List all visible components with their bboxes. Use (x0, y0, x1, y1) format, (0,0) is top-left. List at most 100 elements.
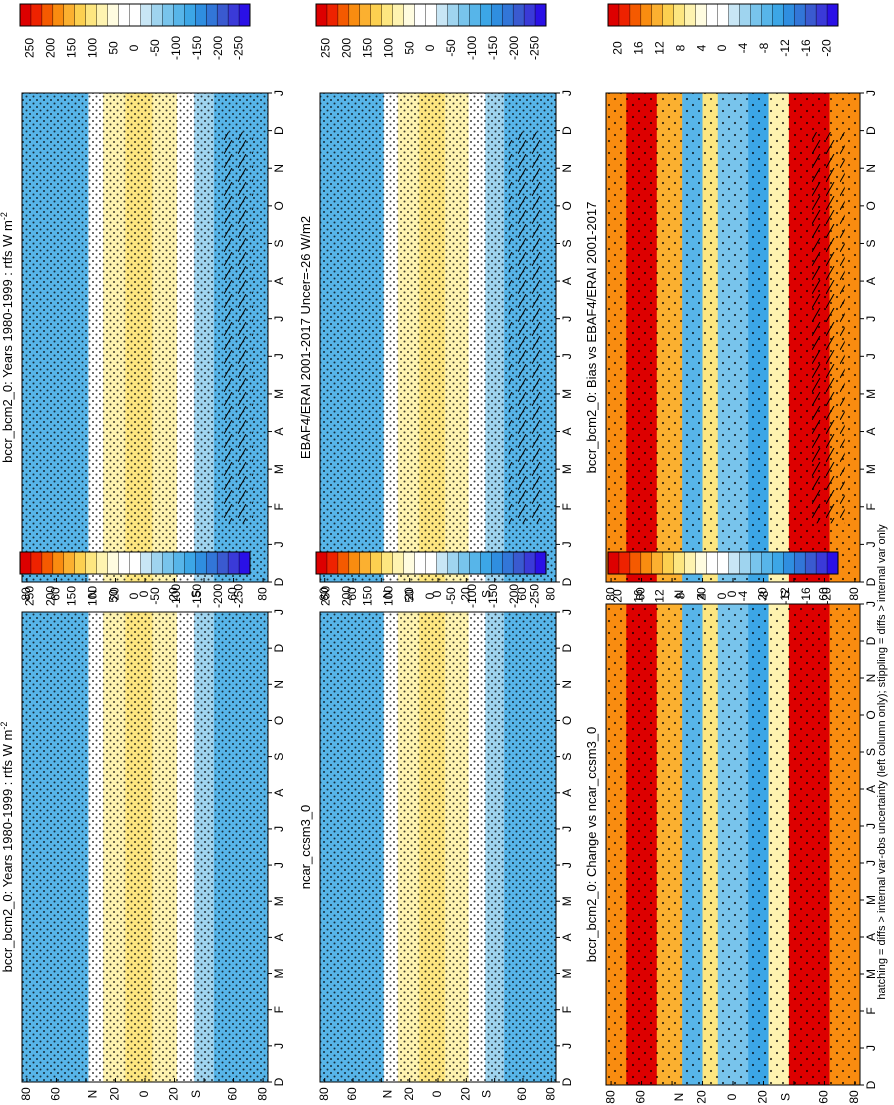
lat-tick-label: 0 (725, 1093, 739, 1100)
lat-tick-label: 80 (603, 587, 617, 601)
colorbar-swatch (195, 3, 207, 27)
colorbar-swatch (140, 551, 152, 575)
colorbar-swatch (151, 551, 163, 575)
colorbar-swatch (96, 3, 109, 27)
lat-tick-label: 20 (695, 1090, 709, 1104)
colorbar-label: 250 (23, 38, 37, 58)
colorbar-label: -16 (799, 39, 813, 57)
colorbar-label: 0 (423, 592, 437, 599)
month-tick-label: F (272, 1006, 286, 1013)
lat-tick-label: 60 (49, 587, 63, 601)
colorbar-swatch (52, 3, 65, 27)
lat-tick-label: 0 (430, 1090, 444, 1097)
colorbar-swatch (618, 551, 631, 575)
colorbar-label: 20 (611, 589, 625, 603)
colorbar-swatch (761, 3, 773, 27)
colorbar-label: -4 (736, 42, 750, 53)
colorbar-swatch (129, 3, 141, 27)
colorbar-swatch (41, 551, 54, 575)
month-tick-label: D (272, 1077, 286, 1086)
colorbar-label: -250 (232, 584, 246, 608)
colorbar-swatch (629, 3, 642, 27)
panel-left-middle: D J F M A M J J A S O N D J 80 60 20 0 20 60 80 N S EBAF4/ERAI … (298, 90, 574, 601)
colorbar-swatch (348, 551, 361, 575)
colorbar-label: -200 (507, 36, 521, 60)
colorbar-mid-middle: 250 200 150 100 50 0 -50 -100 -150 -200 -250 (315, 551, 547, 608)
colorbar-swatch (695, 551, 708, 575)
colorbar-swatch (826, 3, 839, 27)
lat-tick-label: 80 (19, 1087, 33, 1101)
colorbar-swatch (425, 3, 437, 27)
lat-tick-label: 80 (255, 1087, 269, 1101)
colorbar-swatch (205, 551, 218, 575)
colorbar-swatch (772, 551, 784, 575)
colorbar-swatch (739, 551, 751, 575)
panel-right-bottom: D J F M A M J J A S O N D J 80 60 20 0 20 60 80 N Sbccr_bcm2_0… (584, 601, 878, 1104)
colorbar-swatch (728, 3, 740, 27)
lat-tick-label: 60 (49, 1087, 63, 1101)
colorbar-label: 0 (423, 44, 437, 51)
colorbar-swatch (30, 551, 43, 575)
colorbar-label: 100 (85, 38, 99, 58)
month-tick-label: O (560, 201, 574, 210)
colorbar-swatch (458, 551, 470, 575)
colorbar-swatch (85, 551, 98, 575)
month-tick-label: A (272, 277, 286, 285)
colorbar-swatch (512, 3, 525, 27)
colorbar-swatch (491, 3, 503, 27)
colorbar-swatch (162, 551, 174, 575)
month-tick-label: M (272, 969, 286, 979)
colorbar-swatch (370, 3, 383, 27)
colorbar-label: 200 (340, 38, 354, 58)
lat-tick-label: 20 (167, 587, 181, 601)
colorbar-label: 200 (340, 586, 354, 606)
colorbar-label: 150 (64, 586, 78, 606)
colorbar-swatch (85, 3, 98, 27)
colorbar-swatch (162, 3, 174, 27)
colorbar-swatch (469, 551, 481, 575)
lat-hemisphere-south: S (480, 590, 494, 598)
month-tick-label: A (864, 933, 878, 941)
colorbar-label: 0 (715, 592, 729, 599)
month-tick-label: D (272, 643, 286, 652)
month-tick-label: J (560, 541, 574, 547)
colorbar-label: -8 (757, 590, 771, 601)
colorbar-swatch (523, 551, 536, 575)
colorbar-swatch (74, 3, 87, 27)
colorbar-swatch (826, 551, 839, 575)
colorbar-label: -12 (778, 587, 792, 605)
month-tick-label: J (272, 353, 286, 359)
lat-hemisphere-south: S (779, 1093, 793, 1101)
colorbar-label: -16 (799, 587, 813, 605)
month-tick-label: J (272, 609, 286, 615)
colorbar-label: 8 (673, 592, 687, 599)
colorbar-swatch (370, 551, 383, 575)
colorbar-swatch (607, 551, 620, 575)
month-tick-label: J (560, 1043, 574, 1049)
colorbar-swatch (227, 3, 240, 27)
colorbar-swatch (673, 3, 686, 27)
colorbar-label: 50 (402, 41, 416, 55)
colorbar-swatch (618, 3, 631, 27)
month-tick-label: J (272, 1043, 286, 1049)
lat-tick-label: 60 (634, 587, 648, 601)
month-tick-label: A (272, 933, 286, 941)
month-tick-label: M (560, 969, 574, 979)
month-tick-label: J (864, 1045, 878, 1051)
colorbar-swatch (728, 551, 740, 575)
colorbar-swatch (348, 3, 361, 27)
colorbar-label: -100 (465, 584, 479, 608)
colorbar-swatch (534, 3, 547, 27)
month-tick-label: J (864, 601, 878, 607)
colorbar-top-right: 20 16 12 8 4 0 -4 -8 -12 -16 -20 (607, 3, 839, 57)
colorbar-swatch (107, 3, 120, 27)
lat-tick-label: 60 (515, 1087, 529, 1101)
colorbar-swatch (227, 551, 240, 575)
colorbar-swatch (717, 3, 729, 27)
colorbars-group: 250 200 150 100 50 0 -50 -100 -150 -200 -250 250 200… (19, 3, 839, 608)
colorbar-label: 50 (402, 589, 416, 603)
colorbar-label: -100 (169, 584, 183, 608)
colorbar-label: 150 (360, 586, 374, 606)
colorbar-label: 12 (652, 41, 666, 55)
colorbar-swatch (815, 3, 828, 27)
